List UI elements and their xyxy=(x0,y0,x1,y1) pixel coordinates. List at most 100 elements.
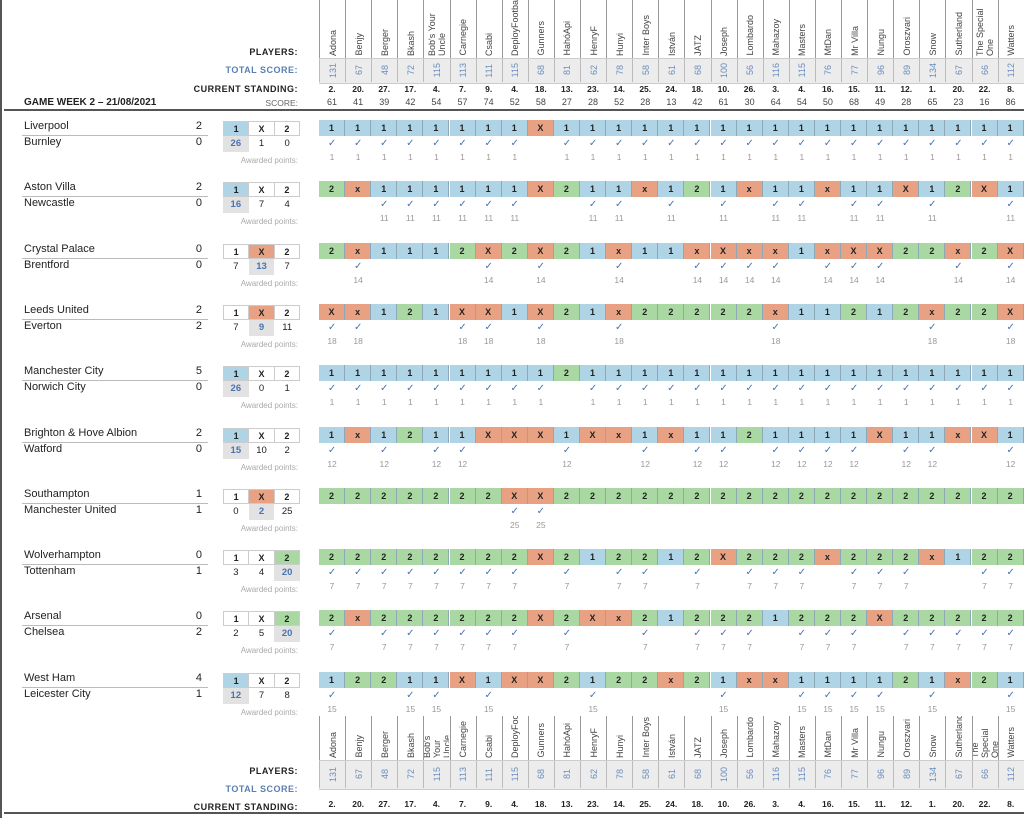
pick-cell: 1 xyxy=(553,120,580,136)
player-name: Nungu xyxy=(875,29,886,56)
pick-cell: 2 xyxy=(736,426,763,443)
player-name: JATZ xyxy=(692,35,703,56)
pick-cell: x xyxy=(606,610,633,627)
awarded-points: 7 xyxy=(799,581,805,592)
outcome-1: 1 xyxy=(224,305,250,319)
player-total-score: 134 xyxy=(919,59,945,82)
pick-cell: 2 xyxy=(736,610,763,627)
check-icon: ✓ xyxy=(1006,260,1015,272)
pick-cell: X xyxy=(501,487,528,504)
check-icon: ✓ xyxy=(484,628,493,640)
total-score-value: 61 xyxy=(666,769,677,780)
player-total-score: 72 xyxy=(397,59,423,82)
total-score-value: 58 xyxy=(640,65,651,76)
pick-cell: 1 xyxy=(762,426,789,443)
total-score-value: 81 xyxy=(562,65,573,76)
player-name: Inter Boys xyxy=(640,717,651,758)
check-icon: ✓ xyxy=(823,260,833,272)
outcome-count-x: 0 xyxy=(258,383,265,395)
awarded-points: 1 xyxy=(486,152,491,162)
pick-cell: 2 xyxy=(449,487,476,504)
outcome-count-1: 15 xyxy=(223,442,249,459)
pick-cell: X xyxy=(867,610,894,627)
player-week-score: 86 xyxy=(1005,97,1016,107)
pick-cell: 2 xyxy=(423,487,450,504)
outcome-2: 2 xyxy=(284,430,290,441)
check-icon: ✓ xyxy=(562,444,572,456)
check-icon: ✓ xyxy=(536,383,546,395)
player-name: Masters xyxy=(797,23,808,56)
check-icon: ✓ xyxy=(797,383,807,395)
outcome-x: X xyxy=(249,305,275,319)
footer-player-name-header: Mahazoy xyxy=(762,716,789,760)
footer-player-standing: 10. xyxy=(717,799,730,809)
check-icon: ✓ xyxy=(980,138,989,149)
check-icon: ✓ xyxy=(875,567,885,579)
pick-cell: 1 xyxy=(867,181,894,198)
awarded-points: 11 xyxy=(875,213,885,224)
check-icon: ✓ xyxy=(588,689,598,701)
player-total-score: 68 xyxy=(527,59,554,82)
pick-cell: 2 xyxy=(762,549,789,566)
pick-cell: x xyxy=(736,242,763,259)
footer-divider xyxy=(4,812,1024,814)
pick-cell: 1 xyxy=(971,120,998,136)
player-week-score: 49 xyxy=(875,97,886,107)
player-name-header: Bob's Your Uncle xyxy=(423,0,449,58)
awarded-points: 18 xyxy=(457,335,468,346)
awarded-points: 7 xyxy=(695,581,700,592)
total-score-value: 134 xyxy=(927,62,938,79)
awarded-points: 1 xyxy=(851,397,857,408)
player-standing: 25. xyxy=(639,84,652,94)
total-score-value: 61 xyxy=(666,65,677,76)
player-standing: 11. xyxy=(874,84,886,94)
away-team: Brentford xyxy=(24,258,70,271)
player-name-header: Masters xyxy=(788,0,815,58)
player-total-score: 76 xyxy=(814,59,841,82)
player-name: Gunners xyxy=(536,723,547,758)
pick-cell: 2 xyxy=(893,487,920,504)
team-divider xyxy=(22,135,208,136)
player-total-score: 115 xyxy=(788,59,815,82)
pick-cell: 1 xyxy=(841,181,868,198)
player-total-score: 48 xyxy=(371,59,397,82)
awarded-points: 12 xyxy=(640,458,650,469)
player-week-score: 61 xyxy=(327,97,338,107)
pick-cell: 1 xyxy=(684,120,711,136)
player-standing: 10. xyxy=(717,84,730,94)
footer-player-total-score: 111 xyxy=(475,761,502,788)
pick-cell: 2 xyxy=(997,610,1024,627)
player-week-score: 58 xyxy=(535,97,546,107)
footer-player-name-header: HahóApi xyxy=(553,716,580,760)
awarded-points: 7 xyxy=(903,581,909,592)
awarded-points: 1 xyxy=(903,152,909,162)
pick-cell: 1 xyxy=(501,303,528,320)
player-name: Berger xyxy=(379,28,390,56)
awarded-points: 18 xyxy=(353,335,363,346)
awarded-points: 1 xyxy=(434,397,439,408)
awarded-points: 12 xyxy=(797,458,807,469)
outcome-2: 2 xyxy=(284,369,290,380)
pick-cell: X xyxy=(449,303,476,320)
pick-cell: 2 xyxy=(736,303,763,320)
awarded-points: 14 xyxy=(771,274,781,285)
awarded-points: 15 xyxy=(1005,703,1016,714)
pick-cell: x xyxy=(684,242,711,259)
pick-cell: 2 xyxy=(553,242,580,259)
outcome-1: 1 xyxy=(224,183,250,197)
total-score-value: 115 xyxy=(510,63,521,78)
pick-cell: 1 xyxy=(762,610,789,627)
player-week-score: 30 xyxy=(744,97,755,107)
check-icon: ✓ xyxy=(641,383,650,395)
pick-cell: 1 xyxy=(397,181,424,198)
player-name: HahóApi xyxy=(562,21,573,56)
pick-cell: 1 xyxy=(527,365,554,382)
check-icon: ✓ xyxy=(719,689,728,701)
home-team: Manchester City xyxy=(24,365,104,378)
pick-cell: 2 xyxy=(893,303,920,320)
check-icon: ✓ xyxy=(902,567,911,579)
pick-cell: 1 xyxy=(475,181,502,198)
awarded-points: 1 xyxy=(590,397,596,408)
outcome-counts: 15 10 2 xyxy=(223,442,300,459)
